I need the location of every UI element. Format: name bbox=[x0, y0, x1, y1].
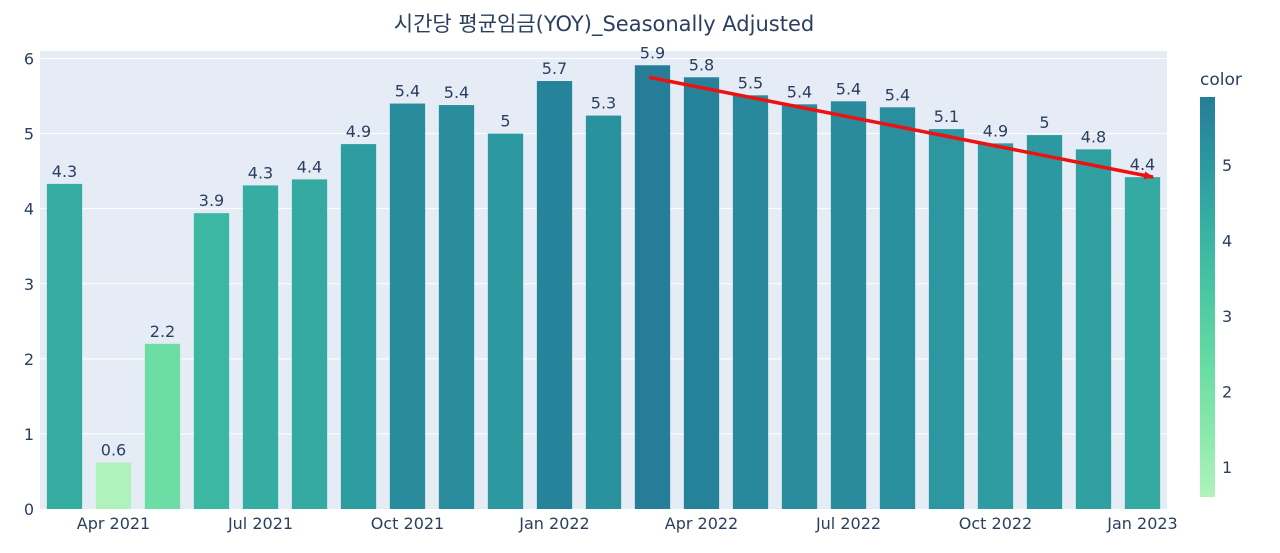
bar-value-label: 5.3 bbox=[591, 94, 616, 113]
x-tick-label: Jan 2022 bbox=[518, 514, 589, 533]
bar bbox=[536, 81, 573, 510]
bar bbox=[977, 143, 1014, 509]
trend-arrow-line bbox=[648, 75, 1155, 180]
data-labels: 4.3 0.6 2.2 3.9 4.3 4.4 4.9 5.4 5.4 5 5.7 5.3 5.9 5.8… bbox=[52, 43, 1155, 459]
bar bbox=[732, 95, 769, 509]
colorbar-tick-label: 5 bbox=[1222, 156, 1232, 175]
bar-value-label: 5.1 bbox=[934, 107, 959, 126]
x-tick-label: Oct 2022 bbox=[959, 514, 1032, 533]
colorbar-tick-label: 1 bbox=[1222, 458, 1232, 477]
bar bbox=[389, 103, 426, 510]
bar-value-label: 5.8 bbox=[689, 55, 714, 74]
y-tick-label: 5 bbox=[24, 125, 34, 144]
bar-value-label: 2.2 bbox=[150, 322, 175, 341]
bar-value-label: 0.6 bbox=[101, 440, 126, 459]
bar bbox=[1124, 177, 1161, 510]
y-axis-ticks: 0 1 2 3 4 5 6 bbox=[24, 50, 34, 519]
bar-value-label: 3.9 bbox=[199, 191, 224, 210]
bar-value-label: 5.7 bbox=[542, 59, 567, 78]
bar-value-label: 5 bbox=[500, 112, 510, 131]
bar-value-label: 5.9 bbox=[640, 43, 665, 62]
bar bbox=[1026, 135, 1063, 509]
colorbar-tick-label: 2 bbox=[1222, 382, 1232, 401]
trend-arrow bbox=[648, 75, 1155, 180]
y-tick-label: 4 bbox=[24, 200, 34, 219]
y-tick-label: 3 bbox=[24, 275, 34, 294]
bar bbox=[144, 343, 181, 509]
x-tick-label: Apr 2022 bbox=[665, 514, 738, 533]
x-axis-ticks: Apr 2021 Jul 2021 Oct 2021 Jan 2022 Apr 2022… bbox=[77, 514, 1178, 533]
colorbar-tick-label: 4 bbox=[1222, 231, 1232, 250]
bar bbox=[928, 129, 965, 509]
bar-value-label: 5 bbox=[1039, 113, 1049, 132]
bar bbox=[879, 107, 916, 510]
bar-value-label: 4.4 bbox=[297, 157, 322, 176]
bar-value-label: 4.3 bbox=[52, 162, 77, 181]
x-tick-label: Jul 2022 bbox=[815, 514, 881, 533]
y-tick-label: 1 bbox=[24, 425, 34, 444]
bar-value-label: 5.5 bbox=[738, 73, 763, 92]
x-tick-label: Oct 2021 bbox=[371, 514, 444, 533]
colorbar: color 1 2 3 4 5 bbox=[1200, 70, 1242, 497]
bar bbox=[634, 65, 671, 510]
bar-value-label: 4.9 bbox=[346, 122, 371, 141]
bar bbox=[242, 185, 279, 509]
bar bbox=[291, 179, 328, 509]
colorbar-title: color bbox=[1200, 70, 1242, 90]
bar bbox=[1075, 149, 1112, 510]
bar bbox=[683, 77, 720, 509]
bar-value-label: 5.4 bbox=[836, 79, 861, 98]
y-tick-label: 6 bbox=[24, 50, 34, 69]
bar-value-label: 5.4 bbox=[787, 82, 812, 101]
bar-value-label: 5.4 bbox=[395, 82, 420, 101]
bar bbox=[781, 104, 818, 509]
y-tick-label: 2 bbox=[24, 350, 34, 369]
bar bbox=[340, 144, 377, 510]
bar-value-label: 5.4 bbox=[444, 83, 469, 102]
colorbar-gradient bbox=[1200, 97, 1215, 497]
bar bbox=[438, 105, 475, 509]
bar bbox=[487, 133, 524, 510]
x-tick-label: Apr 2021 bbox=[77, 514, 150, 533]
chart-title: 시간당 평균임금(YOY)_Seasonally Adjusted bbox=[394, 12, 814, 37]
colorbar-tick-label: 3 bbox=[1222, 307, 1232, 326]
bar-value-label: 4.4 bbox=[1130, 155, 1155, 174]
bar-value-label: 5.4 bbox=[885, 85, 910, 104]
bar bbox=[585, 115, 622, 509]
bars bbox=[46, 65, 1161, 510]
bar-value-label: 4.3 bbox=[248, 163, 273, 182]
bar bbox=[95, 462, 132, 509]
y-tick-label: 0 bbox=[24, 500, 34, 519]
x-tick-label: Jul 2021 bbox=[227, 514, 293, 533]
bar-value-label: 4.9 bbox=[983, 121, 1008, 140]
bar-value-label: 4.8 bbox=[1081, 127, 1106, 146]
bar bbox=[193, 213, 230, 509]
x-tick-label: Jan 2023 bbox=[1106, 514, 1177, 533]
bar bbox=[46, 183, 83, 509]
bar bbox=[830, 101, 867, 509]
